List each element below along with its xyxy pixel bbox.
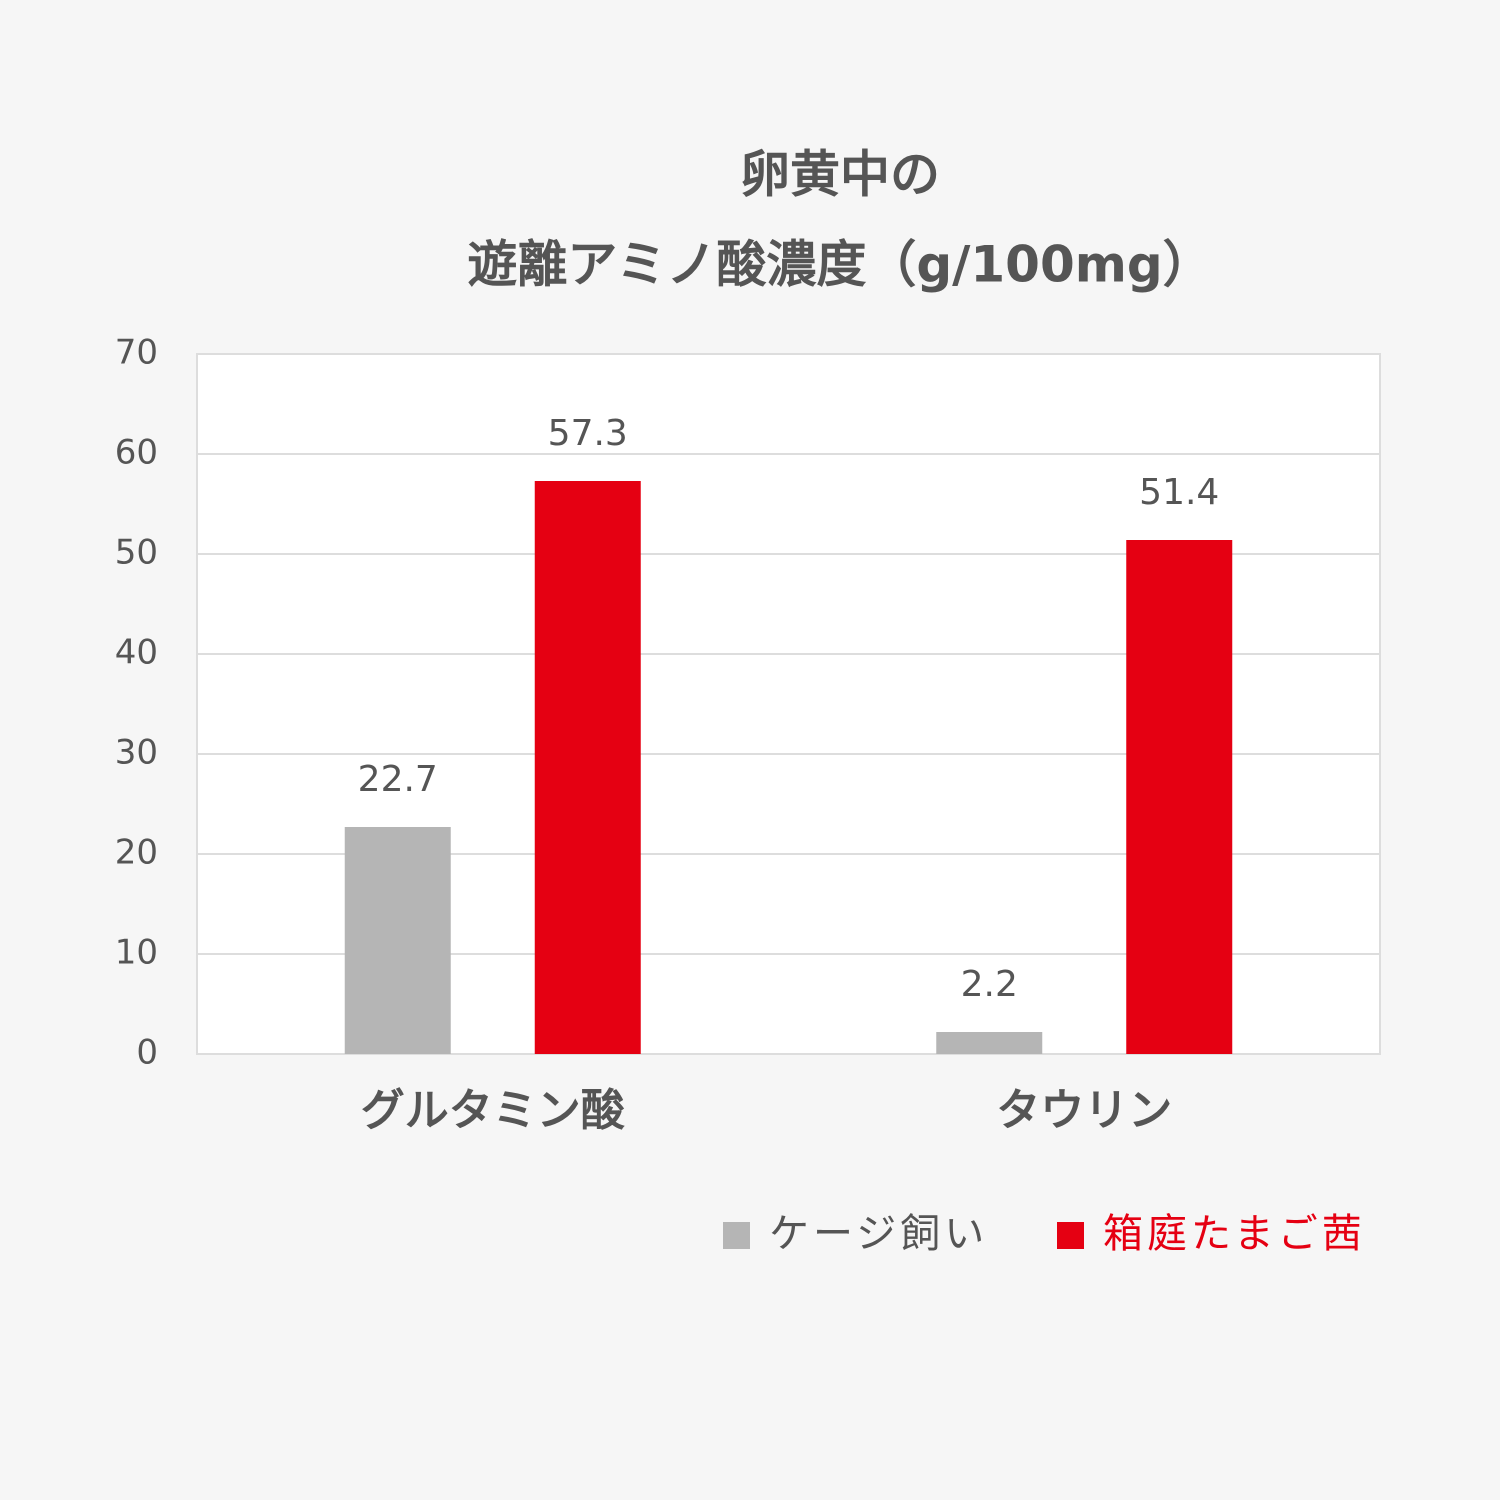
bar <box>534 481 641 1054</box>
legend-label: ケージ飼い <box>769 1211 988 1257</box>
y-tick-label: 60 <box>115 433 158 473</box>
y-tick-label: 10 <box>115 933 158 973</box>
data-label: 57.3 <box>548 413 628 454</box>
legend-swatch <box>723 1222 750 1249</box>
y-tick-label: 70 <box>115 333 158 373</box>
legend-swatch <box>1057 1222 1084 1249</box>
bar <box>936 1032 1043 1054</box>
data-label: 51.4 <box>1139 472 1219 513</box>
chart-title: 卵黄中の <box>740 146 940 204</box>
x-tick-label: タウリン <box>996 1085 1172 1136</box>
y-tick-label: 0 <box>136 1033 158 1073</box>
data-label: 2.2 <box>961 964 1018 1005</box>
y-tick-label: 30 <box>115 733 158 773</box>
y-tick-label: 20 <box>115 833 158 873</box>
legend-label: 箱庭たまご茜 <box>1103 1211 1366 1257</box>
y-tick-label: 50 <box>115 533 158 573</box>
data-label: 22.7 <box>358 759 438 800</box>
y-tick-label: 40 <box>115 633 158 673</box>
x-tick-label: グルタミン酸 <box>361 1085 626 1136</box>
bar <box>344 827 451 1054</box>
bar <box>1126 540 1233 1054</box>
chart-title: 遊離アミノ酸濃度（g/100mg） <box>467 236 1212 294</box>
